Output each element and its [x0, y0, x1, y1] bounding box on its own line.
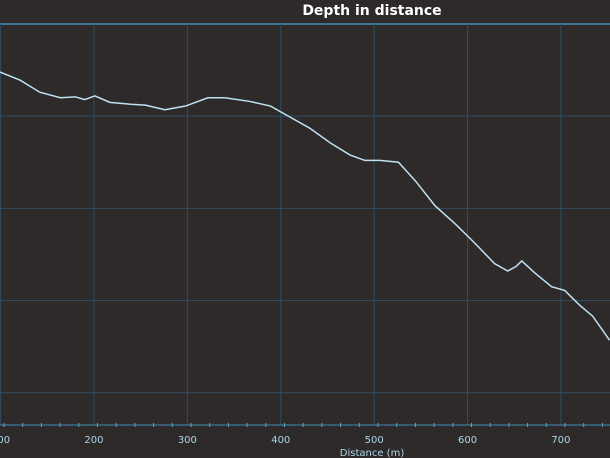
x-tick-label: 500 [365, 435, 384, 446]
x-tick-label: 300 [178, 435, 197, 446]
x-tick-label: 700 [551, 435, 570, 446]
x-tick-label: 600 [458, 435, 477, 446]
data-line [0, 71, 610, 341]
chart-title: Depth in distance [302, 3, 441, 19]
x-tick-label: 100 [0, 435, 10, 446]
x-tick-label: 400 [271, 435, 290, 446]
x-tick-label: 200 [84, 435, 103, 446]
x-axis-label: Distance (m) [340, 448, 405, 458]
